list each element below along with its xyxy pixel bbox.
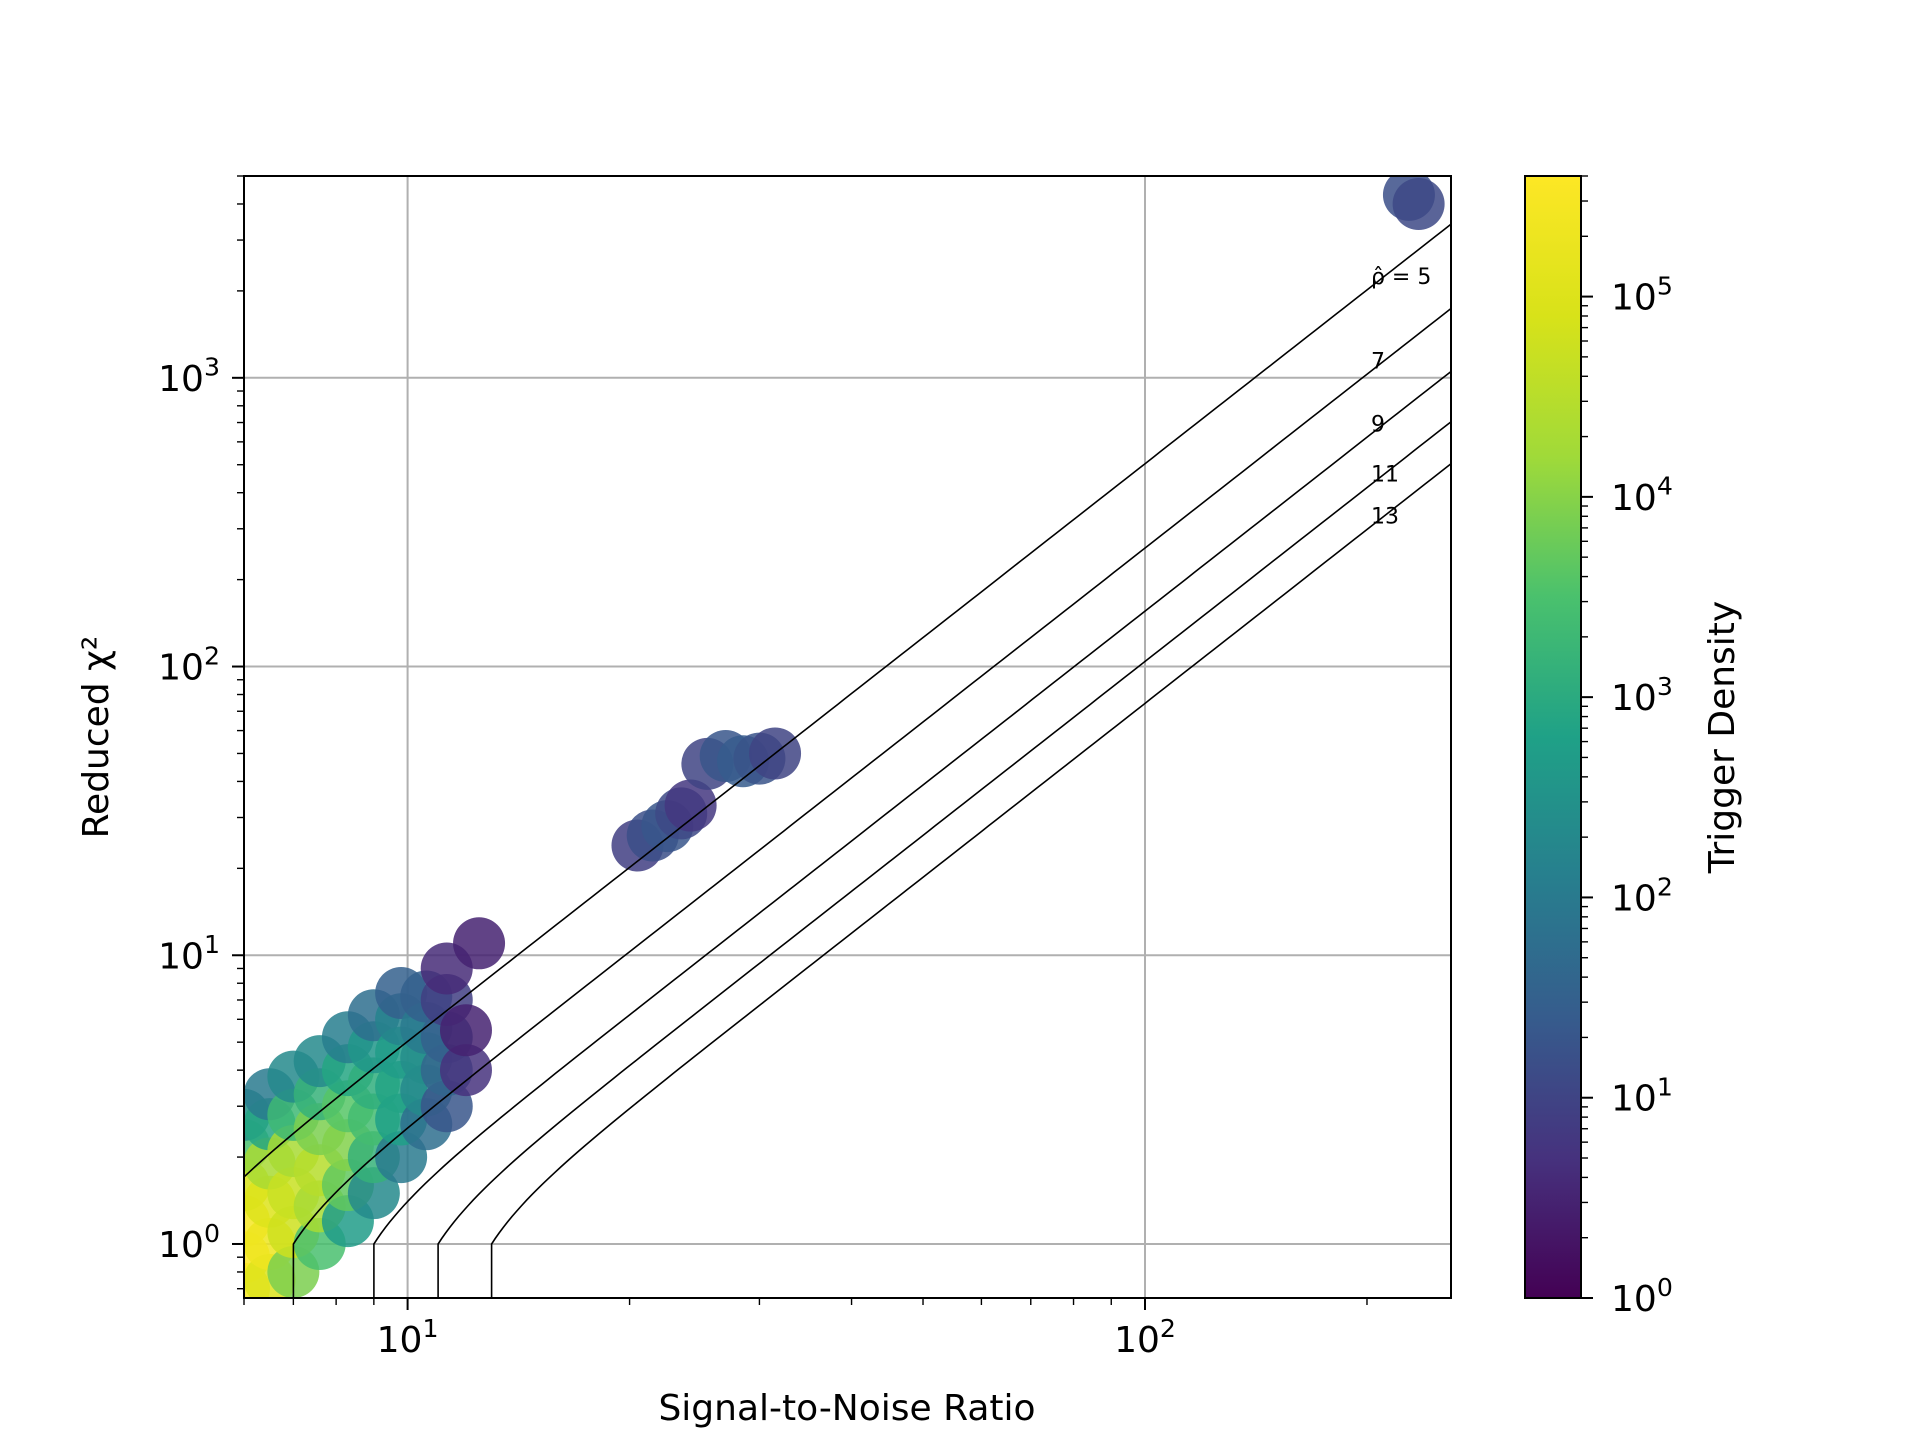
rho-contour-label: 11	[1371, 463, 1399, 488]
density-cluster-loud-outlier	[1382, 176, 1445, 230]
y-tick-label: 102	[158, 641, 220, 688]
colorbar-ticks: 100 101 102 103 104 105	[1581, 175, 1673, 1320]
rho-contour-line	[373, 370, 1451, 1298]
rho-contour-label: ρ̂ = 5	[1371, 265, 1431, 290]
density-cluster-mid-cluster-low	[611, 779, 717, 872]
density-bin	[439, 1044, 492, 1097]
x-tick-label: 101	[377, 1314, 439, 1361]
colorbar-tick-label: 105	[1611, 271, 1673, 318]
colorbar-label: Trigger Density	[1702, 601, 1743, 874]
y-axis-label: Reduced χ²	[76, 636, 117, 839]
axis-ticks: 101 102 100 101 102 103	[158, 175, 1368, 1361]
rho-contour-line	[292, 307, 1451, 1298]
rho-contours	[244, 223, 1451, 1298]
rho-contour-label: 9	[1371, 412, 1385, 437]
colorbar-tick-label: 104	[1611, 472, 1673, 519]
rho-contour-label: 7	[1371, 349, 1385, 374]
rho-contour-line	[437, 420, 1451, 1298]
colorbar-tick-label: 102	[1611, 872, 1673, 919]
x-tick-label: 102	[1114, 1314, 1176, 1361]
colorbar-tick-label: 100	[1611, 1273, 1673, 1320]
colorbar-tick-label: 101	[1611, 1073, 1673, 1120]
colorbar-tick-label: 103	[1611, 672, 1673, 719]
y-tick-label: 100	[158, 1219, 220, 1266]
density-bin	[453, 917, 506, 970]
y-tick-label: 103	[158, 353, 220, 400]
rho-contour-label: 13	[1371, 505, 1399, 530]
density-cluster-main-background	[244, 917, 506, 1298]
density-heatmap	[244, 176, 1445, 1298]
plot-frame	[243, 175, 1452, 1299]
rho-contour-line	[490, 462, 1451, 1298]
x-axis-label: Signal-to-Noise Ratio	[658, 1388, 1035, 1429]
density-bin	[347, 1167, 400, 1220]
y-tick-label: 101	[158, 930, 220, 977]
rho-contour-labels: ρ̂ = 5 7 9 11 13	[1371, 265, 1431, 530]
density-bin	[439, 1004, 492, 1057]
density-bin	[664, 779, 717, 832]
rho-contour-line	[244, 223, 1451, 1179]
density-bin	[1392, 177, 1445, 230]
colorbar	[1524, 175, 1582, 1299]
